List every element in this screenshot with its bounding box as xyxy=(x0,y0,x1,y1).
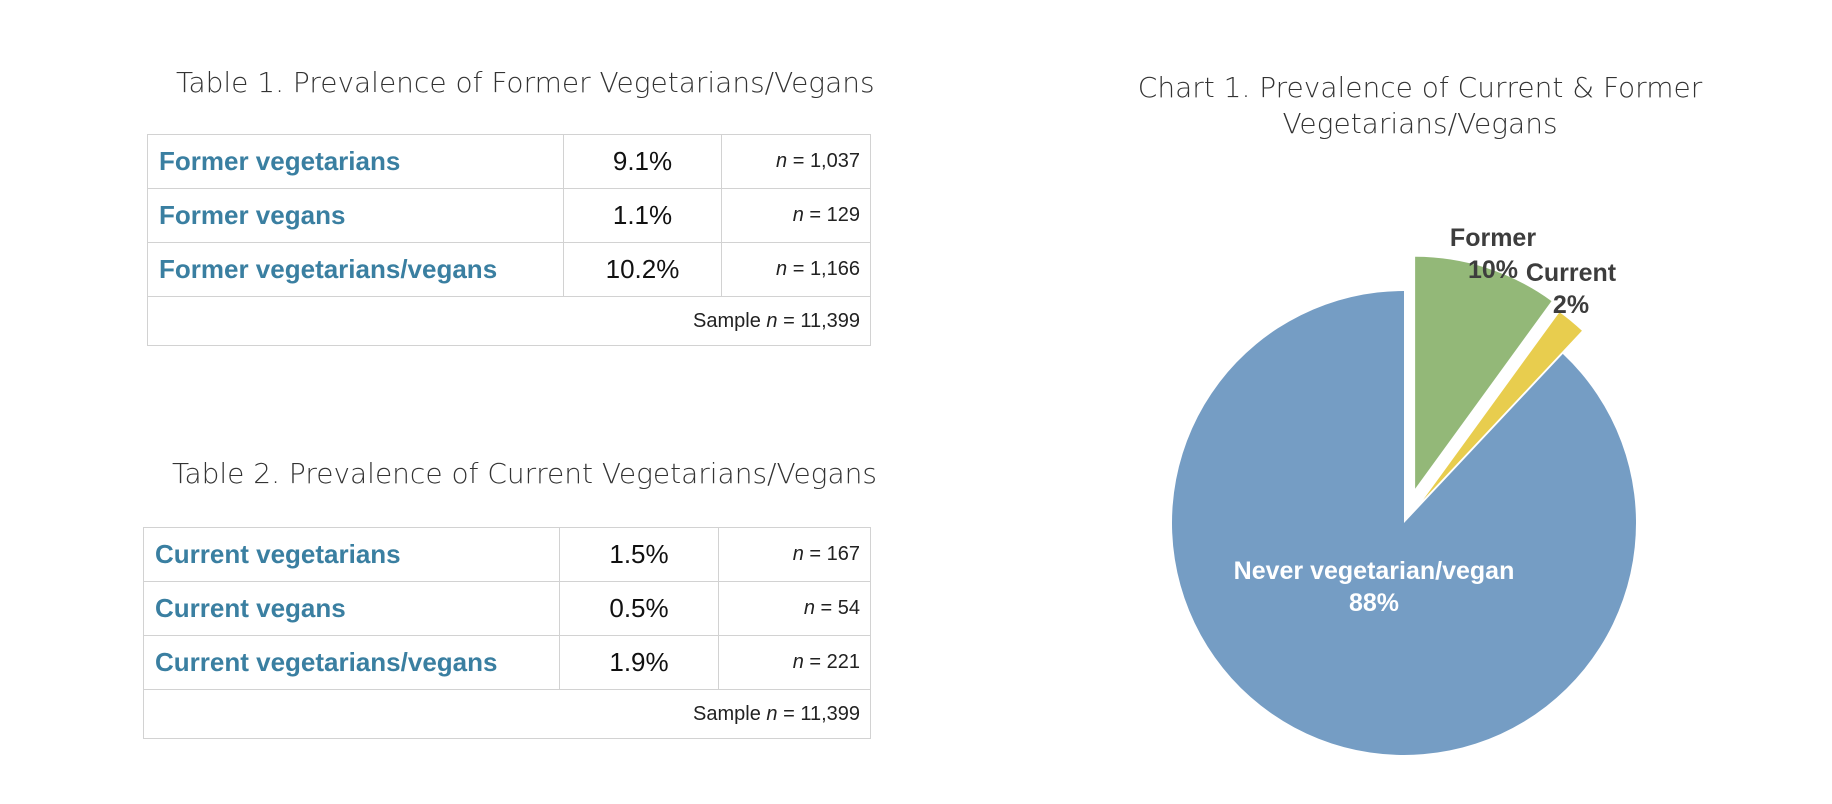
row-count: n = 129 xyxy=(721,188,871,243)
table-row: Former vegetarians 9.1% n = 1,037 xyxy=(147,134,871,189)
table1-title: Table 1. Prevalence of Former Vegetarian… xyxy=(176,66,875,99)
row-percent: 1.1% xyxy=(563,188,722,243)
pie-slice-value: 88% xyxy=(1349,589,1399,617)
row-percent: 10.2% xyxy=(563,242,722,297)
row-label: Former vegetarians xyxy=(147,134,564,189)
sample-row: Sample n = 11,399 xyxy=(143,689,871,739)
pie-slice-never-vegetarian-vegan xyxy=(1172,291,1637,756)
row-count: n = 1,037 xyxy=(721,134,871,189)
row-count: n = 221 xyxy=(718,635,871,690)
chart-title: Chart 1. Prevalence of Current & Former … xyxy=(1137,71,1703,140)
sample-size: Sample n = 11,399 xyxy=(143,689,871,739)
pie-slice-current xyxy=(1423,312,1582,500)
table1: Former vegetarians 9.1% n = 1,037 Former… xyxy=(147,134,871,346)
table-row: Former vegetarians/vegans 10.2% n = 1,16… xyxy=(147,242,871,297)
pie-slice-label: Former xyxy=(1450,224,1536,252)
table-row: Current vegetarians 1.5% n = 167 xyxy=(143,527,871,582)
row-percent: 1.5% xyxy=(559,527,719,582)
row-label: Former vegetarians/vegans xyxy=(147,242,564,297)
sample-size: Sample n = 11,399 xyxy=(147,296,871,346)
row-count: n = 54 xyxy=(718,581,871,636)
table-row: Current vegans 0.5% n = 54 xyxy=(143,581,871,636)
pie-slice-label: Never vegetarian/vegan xyxy=(1234,557,1515,585)
table2-title: Table 2. Prevalence of Current Vegetaria… xyxy=(172,457,877,490)
pie-slice-value: 10% xyxy=(1468,256,1518,284)
row-percent: 0.5% xyxy=(559,581,719,636)
row-label: Former vegans xyxy=(147,188,564,243)
row-label: Current vegetarians/vegans xyxy=(143,635,560,690)
row-count: n = 167 xyxy=(718,527,871,582)
pie-slice-value: 2% xyxy=(1553,291,1589,319)
table-row: Current vegetarians/vegans 1.9% n = 221 xyxy=(143,635,871,690)
pie-slice-label: Current xyxy=(1526,259,1617,287)
pie-slice-former xyxy=(1415,256,1552,489)
table2: Current vegetarians 1.5% n = 167 Current… xyxy=(143,527,871,739)
sample-row: Sample n = 11,399 xyxy=(147,296,871,346)
row-label: Current vegetarians xyxy=(143,527,560,582)
table-row: Former vegans 1.1% n = 129 xyxy=(147,188,871,243)
